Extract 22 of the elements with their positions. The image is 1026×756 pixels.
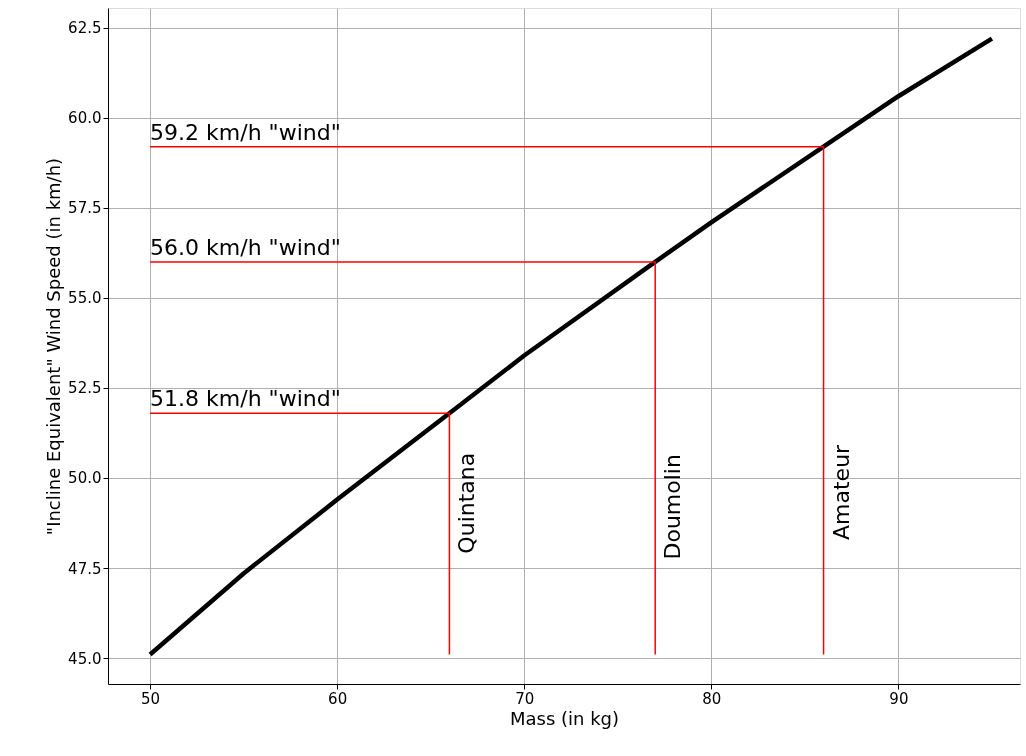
x-axis-title: Mass (in kg) <box>509 707 620 729</box>
annotation: Amateur <box>828 443 854 540</box>
annotation: 59.2 km/h "wind" <box>150 119 341 145</box>
x-tick-label: 50 <box>141 689 161 708</box>
y-tick-label: 45.0 <box>68 649 102 668</box>
y-tick-label: 47.5 <box>68 559 102 578</box>
y-tick-label: 62.5 <box>68 19 102 38</box>
x-tick-label: 90 <box>889 689 909 708</box>
y-axis-title: "Incline Equivalent" Wind Speed (in km/h) <box>43 157 65 536</box>
annotation: Quintana <box>454 452 480 554</box>
annotation: Doumolin <box>660 454 686 560</box>
annotation: 56.0 km/h "wind" <box>150 234 341 260</box>
annotation: 51.8 km/h "wind" <box>150 386 341 412</box>
y-tick-label: 52.5 <box>68 379 102 398</box>
x-tick-label: 70 <box>515 689 535 708</box>
y-tick-label: 55.0 <box>68 289 102 308</box>
x-tick-label: 80 <box>702 689 722 708</box>
y-tick-label: 60.0 <box>68 109 102 128</box>
y-tick-label: 57.5 <box>68 199 102 218</box>
x-tick-label: 60 <box>328 689 348 708</box>
y-tick-label: 50.0 <box>68 469 102 488</box>
line-series <box>147 36 995 657</box>
